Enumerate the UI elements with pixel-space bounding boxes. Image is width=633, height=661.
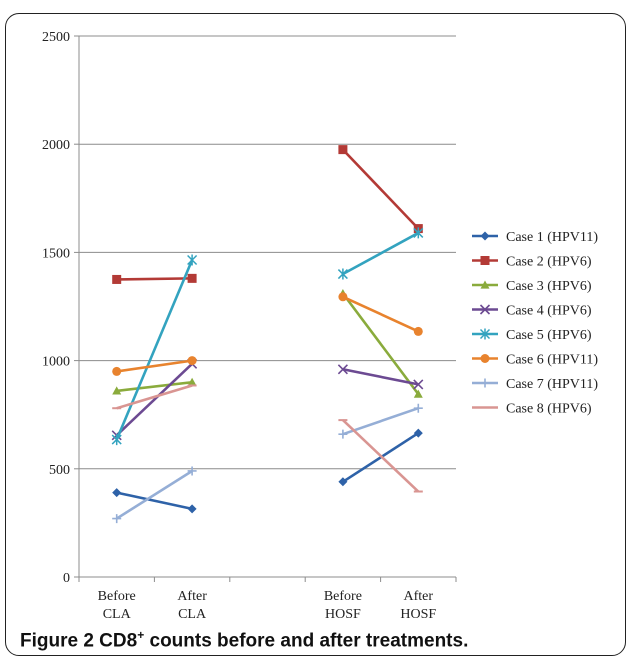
legend-label: Case 1 (HPV11) [506,230,598,245]
y-tick-label: 1500 [42,246,70,261]
series-line [115,362,193,437]
legend-item: Case 6 (HPV11) [472,353,598,368]
caption-suffix: counts before and after treatments. [144,630,469,652]
legend-label: Case 8 (HPV6) [506,402,592,417]
series-line [116,277,193,281]
series-line [115,259,194,441]
legend-label: Case 2 (HPV6) [506,255,592,270]
data-point [413,227,424,239]
figure-frame [5,13,626,656]
data-point [338,429,348,439]
data-point [187,377,197,386]
data-point [338,477,348,487]
legend-swatch-marker [479,328,491,340]
x-tick-label: HOSF [325,607,361,622]
legend-item: Case 2 (HPV6) [472,255,592,270]
caption-prefix: Figure 2 CD8 [20,630,138,652]
series-line [342,406,419,436]
data-point [338,145,348,155]
legend-item: Case 8 (HPV6) [472,402,592,417]
data-point [187,504,197,514]
data-point [111,434,122,446]
y-tick-label: 0 [63,571,70,586]
y-tick-label: 500 [49,463,70,478]
legend-swatch-marker [480,231,490,241]
x-tick-label: After [404,589,434,604]
series-line [342,367,419,386]
x-tick-label: CLA [178,607,207,622]
data-point [187,254,198,266]
legend-item: Case 1 (HPV11) [472,230,598,245]
data-point [413,428,423,438]
legend-label: Case 5 (HPV6) [506,328,592,343]
series-line [342,295,419,333]
series-line [341,148,420,230]
legend-label: Case 3 (HPV6) [506,279,592,294]
series-line [341,292,420,395]
series-line [116,384,193,410]
legend-item: Case 7 (HPV11) [472,377,598,392]
x-tick-label: Before [324,589,362,604]
data-point [112,488,122,498]
series-line [116,469,193,520]
data-point [112,274,122,284]
series-6 [112,292,423,376]
series-8 [112,384,423,493]
series-2 [112,145,423,284]
legend-swatch-marker [480,354,490,363]
series-3 [112,289,423,398]
x-tick-label: HOSF [400,607,436,622]
data-point [337,364,348,375]
data-point [187,356,197,366]
y-tick-label: 2500 [42,30,70,45]
x-tick-label: After [177,589,207,604]
legend-item: Case 3 (HPV6) [472,279,592,294]
x-tick-label: CLA [103,607,132,622]
series-4 [111,358,424,441]
data-point [112,514,122,524]
legend-swatch-marker [480,378,490,388]
data-point [337,268,348,280]
caption-superscript: + [137,628,145,642]
data-point [413,326,423,336]
legend-label: Case 6 (HPV11) [506,353,598,368]
series-5 [111,227,424,446]
series-line [342,231,419,276]
series-line [116,491,193,511]
data-point [338,292,348,302]
legend-label: Case 4 (HPV6) [506,304,592,319]
data-point [187,273,197,283]
data-point [112,386,122,395]
series-line [342,419,420,493]
legend-label: Case 7 (HPV11) [506,377,598,392]
legend-item: Case 4 (HPV6) [472,304,592,319]
data-point [187,466,197,476]
data-point [413,379,424,390]
data-point [413,403,423,413]
legend-item: Case 5 (HPV6) [472,328,592,343]
y-tick-label: 1000 [42,355,70,370]
figure-caption: Figure 2 CD8+ counts before and after tr… [20,628,620,652]
x-tick-label: Before [98,589,136,604]
series-line [116,359,193,373]
legend-swatch-marker [479,304,491,315]
series-7 [112,403,423,524]
y-tick-label: 2000 [42,138,70,153]
data-point [413,389,423,398]
legend-swatch-marker [480,256,490,265]
legend-swatch-marker [480,280,490,289]
series-line [116,380,193,393]
data-point [112,366,122,376]
series-1 [112,428,423,514]
